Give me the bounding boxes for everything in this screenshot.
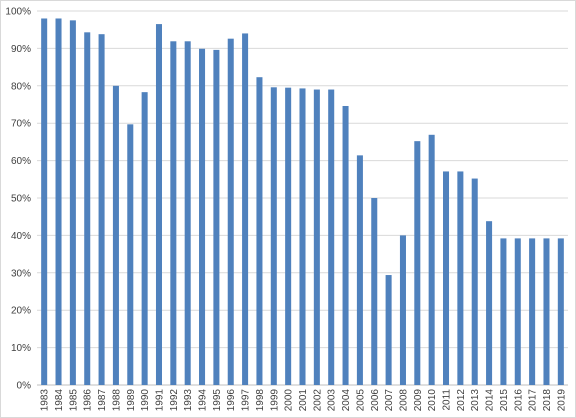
y-tick-label: 0%: [17, 381, 32, 392]
bars: [41, 18, 564, 386]
x-tick-label: 1999: [269, 389, 280, 412]
bar: [428, 134, 435, 385]
x-tick-label: 2019: [556, 389, 567, 412]
x-tick-label: 2012: [456, 389, 467, 412]
bar: [98, 34, 105, 386]
x-tick-label: 1985: [68, 389, 79, 412]
bar: [270, 87, 277, 386]
x-tick-label: 2017: [528, 389, 539, 412]
bar: [486, 221, 493, 385]
bar: [141, 92, 148, 386]
bar: [442, 171, 450, 385]
x-axis: 1983 1984 1985 1986 1987 1988 1989 1990 1991 1992…: [40, 389, 568, 412]
bar: [471, 178, 478, 385]
bar: [328, 89, 335, 385]
x-tick-label: 2018: [542, 389, 553, 412]
x-tick-label: 1991: [154, 389, 165, 412]
bar: [127, 124, 134, 386]
bar: [112, 85, 119, 386]
bar: [514, 238, 521, 385]
bar: [55, 18, 62, 385]
gridlines: [37, 10, 568, 386]
bar: [41, 18, 48, 385]
bar: [371, 198, 378, 385]
x-tick-label: 2004: [341, 389, 352, 412]
x-tick-label: 1987: [97, 389, 108, 412]
bar: [414, 141, 421, 385]
bar: [342, 105, 349, 385]
x-tick-label: 1997: [241, 389, 252, 412]
bar: [242, 33, 249, 385]
x-tick-label: 2016: [513, 389, 524, 412]
x-tick-label: 1990: [140, 389, 151, 412]
x-tick-label: 1995: [212, 389, 223, 412]
x-tick-label: 1992: [169, 389, 180, 412]
bar: [399, 235, 406, 385]
x-tick-label: 2005: [355, 389, 366, 412]
bar: [500, 238, 507, 385]
x-tick-label: 2015: [499, 389, 510, 412]
x-tick-label: 2002: [312, 389, 323, 412]
x-tick-label: 2000: [284, 389, 295, 412]
x-tick-label: 1983: [40, 389, 51, 412]
x-tick-label: 2010: [427, 389, 438, 412]
bar: [543, 238, 550, 385]
x-tick-label: 1998: [255, 389, 266, 412]
y-tick-label: 100%: [5, 7, 31, 18]
x-tick-label: 1988: [111, 389, 122, 412]
y-tick-label: 40%: [11, 231, 31, 242]
bar: [529, 238, 536, 385]
x-tick-label: 1984: [54, 389, 65, 412]
x-tick-label: 2003: [327, 389, 338, 412]
bar: [184, 41, 191, 385]
bar: [170, 41, 177, 385]
x-tick-label: 2001: [298, 389, 309, 412]
bar: [385, 275, 392, 385]
y-tick-label: 50%: [11, 194, 31, 205]
x-tick-label: 2006: [370, 389, 381, 412]
bar: [256, 77, 263, 385]
bar: [199, 48, 206, 386]
bar: [313, 89, 320, 385]
x-tick-label: 2013: [470, 389, 481, 412]
y-tick-label: 60%: [11, 156, 31, 167]
x-tick-label: 2011: [442, 389, 453, 411]
x-tick-label: 2014: [485, 389, 496, 412]
x-tick-label: 2008: [398, 389, 409, 412]
y-tick-label: 20%: [11, 306, 31, 317]
bar: [84, 32, 91, 386]
x-tick-label: 1986: [83, 389, 94, 412]
y-tick-label: 30%: [11, 268, 31, 279]
bar: [557, 238, 564, 385]
y-axis: 0% 10% 20% 30% 40% 50% 60% 70% 80% 90% 100%: [5, 7, 31, 392]
y-tick-label: 80%: [11, 81, 31, 92]
y-tick-label: 70%: [11, 119, 31, 130]
x-tick-label: 1989: [126, 389, 137, 412]
bar: [299, 88, 306, 385]
y-tick-label: 10%: [11, 343, 31, 354]
x-tick-label: 2007: [384, 389, 395, 412]
x-tick-label: 2009: [413, 389, 424, 412]
bar: [356, 155, 363, 385]
x-tick-label: 1993: [183, 389, 194, 412]
y-tick-label: 90%: [11, 44, 31, 55]
bar: [155, 24, 163, 386]
bar: [457, 171, 464, 385]
x-tick-label: 1994: [198, 389, 209, 412]
bar: [69, 20, 76, 385]
bar: [227, 38, 234, 386]
bar: [213, 49, 220, 386]
x-tick-label: 1996: [226, 389, 237, 412]
bar: [285, 87, 292, 386]
